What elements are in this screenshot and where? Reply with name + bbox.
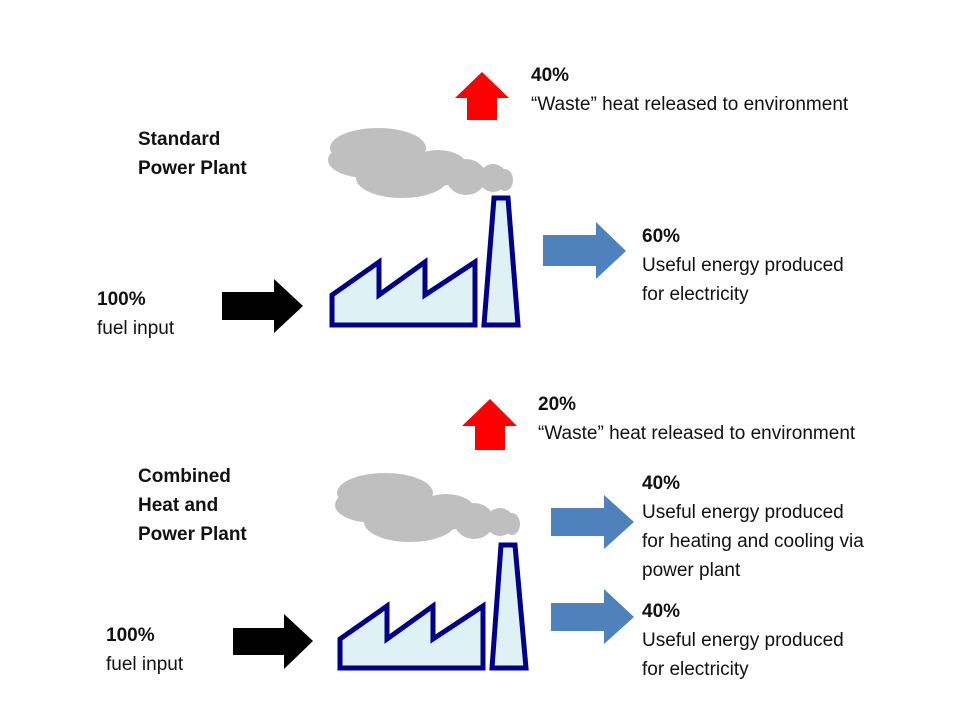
chp-waste-heat-arrow (462, 399, 517, 450)
standard-waste-label: 40% “Waste” heat released to environment (531, 61, 848, 119)
chp-electricity-percent: 40% (642, 601, 681, 622)
chp-heating-line2: for heating and cooling via (642, 531, 864, 552)
chp-factory-building (337, 601, 486, 671)
standard-electricity-line1: Useful energy produced (642, 255, 844, 276)
standard-electricity-percent: 60% (642, 226, 681, 247)
chp-electricity-line2: for electricity (642, 659, 749, 680)
standard-fuel-description: fuel input (97, 318, 175, 339)
chp-fuel-percent: 100% (106, 625, 155, 646)
chp-electricity-arrow (551, 589, 634, 644)
standard-waste-percent: 40% (531, 65, 570, 86)
chp-title-line3: Power Plant (138, 524, 247, 545)
standard-waste-description: “Waste” heat released to environment (531, 94, 849, 115)
chp-heating-arrow (551, 495, 634, 549)
standard-chimney (481, 195, 521, 328)
chp-fuel-input-arrow (233, 614, 313, 669)
chp-electricity-label: 40% Useful energy produced for electrici… (642, 597, 844, 684)
chp-heating-line1: Useful energy produced (642, 502, 844, 523)
chp-smoke-cloud (335, 473, 520, 542)
chp-waste-description: “Waste” heat released to environment (538, 423, 856, 444)
chp-chimney (489, 542, 529, 671)
chp-title-line1: Combined (138, 466, 231, 487)
standard-title-line2: Power Plant (138, 158, 247, 179)
chp-heating-label: 40% Useful energy produced for heating a… (642, 469, 864, 585)
standard-title-line1: Standard (138, 129, 221, 150)
chp-heating-line3: power plant (642, 560, 741, 581)
standard-fuel-label: 100% fuel input (97, 285, 174, 343)
chp-electricity-line1: Useful energy produced (642, 630, 844, 651)
chp-fuel-label: 100% fuel input (106, 621, 183, 679)
standard-fuel-input-arrow (222, 279, 303, 333)
chp-title-line2: Heat and (138, 495, 219, 516)
standard-plant-title: Standard Power Plant (138, 125, 247, 183)
chp-heating-percent: 40% (642, 473, 681, 494)
standard-fuel-percent: 100% (97, 289, 146, 310)
chp-waste-percent: 20% (538, 394, 577, 415)
standard-waste-heat-arrow (455, 72, 509, 120)
standard-electricity-arrow (543, 222, 626, 279)
chp-waste-label: 20% “Waste” heat released to environment (538, 390, 855, 448)
standard-factory-building (329, 257, 478, 328)
standard-electricity-line2: for electricity (642, 284, 749, 305)
chp-plant-title: Combined Heat and Power Plant (138, 462, 247, 549)
standard-electricity-label: 60% Useful energy produced for electrici… (642, 222, 844, 309)
chp-fuel-description: fuel input (106, 654, 184, 675)
standard-smoke-cloud (328, 128, 513, 198)
